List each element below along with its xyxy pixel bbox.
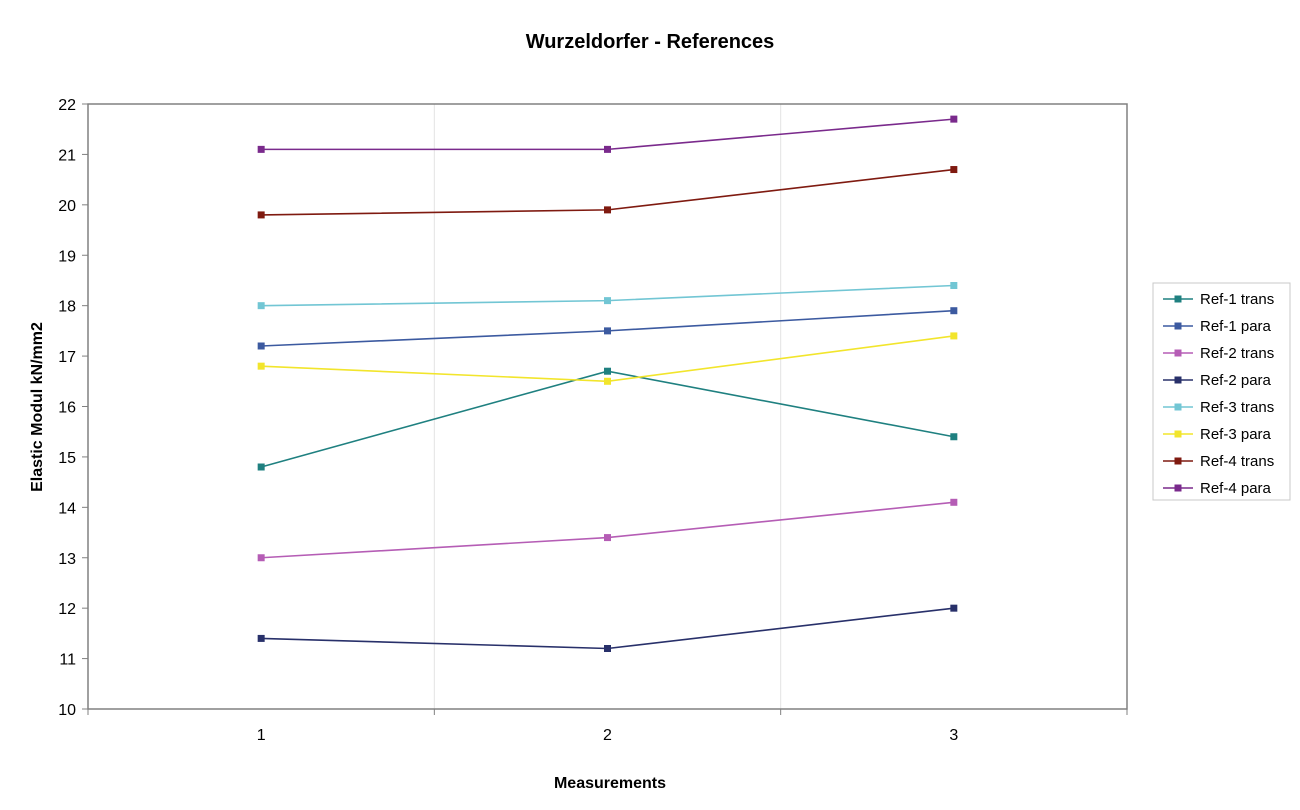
series-ref-2-trans bbox=[257, 498, 958, 562]
legend-marker-swatch bbox=[1174, 322, 1182, 330]
legend-label: Ref-4 para bbox=[1200, 480, 1272, 497]
data-point-marker bbox=[950, 166, 958, 174]
series-ref-1-para bbox=[257, 307, 958, 350]
legend-marker-swatch bbox=[1174, 349, 1182, 357]
data-point-marker bbox=[257, 463, 265, 471]
data-point-marker bbox=[604, 367, 611, 375]
y-tick-label: 12 bbox=[58, 601, 76, 618]
data-point-marker bbox=[257, 145, 265, 153]
data-point-marker bbox=[257, 211, 265, 219]
x-tick-label: 2 bbox=[603, 727, 612, 744]
legend-label: Ref-3 para bbox=[1200, 426, 1272, 443]
legend-label: Ref-1 trans bbox=[1200, 291, 1274, 308]
series-ref-3-trans bbox=[257, 282, 958, 310]
legend-label: Ref-2 trans bbox=[1200, 345, 1274, 362]
data-point-marker bbox=[257, 554, 265, 562]
data-point-marker bbox=[257, 302, 265, 310]
legend-item: Ref-4 para bbox=[1163, 480, 1272, 497]
data-point-marker bbox=[604, 534, 611, 542]
series-ref-4-para bbox=[257, 115, 958, 153]
data-point-marker bbox=[950, 433, 958, 441]
series-ref-1-trans bbox=[257, 367, 958, 471]
y-tick-label: 22 bbox=[58, 97, 76, 114]
series-line bbox=[261, 118, 954, 151]
series-line bbox=[261, 607, 954, 650]
data-point-marker bbox=[604, 377, 611, 385]
legend: Ref-1 trans Ref-1 para Ref-2 trans Ref-2 pa… bbox=[1152, 282, 1291, 501]
legend-marker-swatch bbox=[1174, 484, 1182, 492]
data-point-marker bbox=[604, 645, 611, 652]
data-point-marker bbox=[950, 115, 958, 123]
chart-title: Wurzeldorfer - References bbox=[526, 31, 775, 53]
gridlines bbox=[433, 104, 782, 709]
data-point-marker bbox=[257, 342, 265, 350]
legend-label: Ref-4 trans bbox=[1200, 453, 1274, 470]
y-tick-label: 18 bbox=[58, 299, 76, 316]
legend-marker-swatch bbox=[1174, 430, 1182, 438]
legend-item: Ref-3 para bbox=[1163, 426, 1272, 443]
y-tick-label: 17 bbox=[58, 349, 76, 366]
series-lines bbox=[257, 115, 958, 652]
legend-label: Ref-1 para bbox=[1200, 318, 1272, 335]
data-point-marker bbox=[257, 634, 265, 642]
legend-item: Ref-4 trans bbox=[1163, 453, 1274, 470]
x-tick-label: 3 bbox=[949, 727, 958, 744]
y-tick-label: 16 bbox=[58, 400, 76, 417]
data-point-marker bbox=[950, 332, 958, 340]
y-tick-label: 14 bbox=[58, 500, 76, 517]
data-point-marker bbox=[950, 307, 958, 315]
y-axis-title: Elastic Modul kN/mm2 bbox=[29, 322, 46, 492]
series-ref-4-trans bbox=[257, 166, 958, 219]
data-point-marker bbox=[257, 362, 265, 370]
data-point-marker bbox=[604, 297, 611, 305]
series-ref-3-para bbox=[257, 332, 958, 385]
data-point-marker bbox=[604, 206, 611, 214]
plot-area-frame bbox=[87, 103, 1128, 710]
y-tick-label: 20 bbox=[58, 198, 76, 215]
data-point-marker bbox=[604, 145, 611, 153]
y-tick-label: 21 bbox=[58, 147, 76, 164]
legend-marker-swatch bbox=[1174, 403, 1182, 411]
legend-label: Ref-2 para bbox=[1200, 372, 1272, 389]
data-point-marker bbox=[604, 327, 611, 335]
legend-item: Ref-3 trans bbox=[1163, 399, 1274, 416]
legend-item: Ref-1 trans bbox=[1163, 291, 1274, 308]
series-ref-2-para bbox=[257, 604, 958, 652]
y-tick-label: 11 bbox=[59, 652, 76, 669]
legend-marker-swatch bbox=[1174, 295, 1182, 303]
y-tick-label: 13 bbox=[58, 551, 76, 568]
legend-marker-swatch bbox=[1174, 376, 1182, 384]
data-point-marker bbox=[950, 604, 958, 612]
series-line bbox=[260, 370, 954, 468]
legend-label: Ref-3 trans bbox=[1200, 399, 1274, 416]
legend-marker-swatch bbox=[1174, 457, 1182, 465]
series-line bbox=[261, 501, 954, 559]
legend-item: Ref-1 para bbox=[1163, 318, 1272, 335]
data-point-marker bbox=[950, 282, 958, 289]
y-tick-label: 19 bbox=[58, 248, 76, 265]
x-axis-title: Measurements bbox=[554, 775, 666, 792]
data-point-marker bbox=[950, 498, 958, 506]
legend-item: Ref-2 para bbox=[1163, 372, 1272, 389]
x-tick-label: 1 bbox=[257, 727, 266, 744]
y-tick-label: 10 bbox=[58, 702, 76, 719]
legend-item: Ref-2 trans bbox=[1163, 345, 1274, 362]
y-tick-label: 15 bbox=[58, 450, 76, 467]
